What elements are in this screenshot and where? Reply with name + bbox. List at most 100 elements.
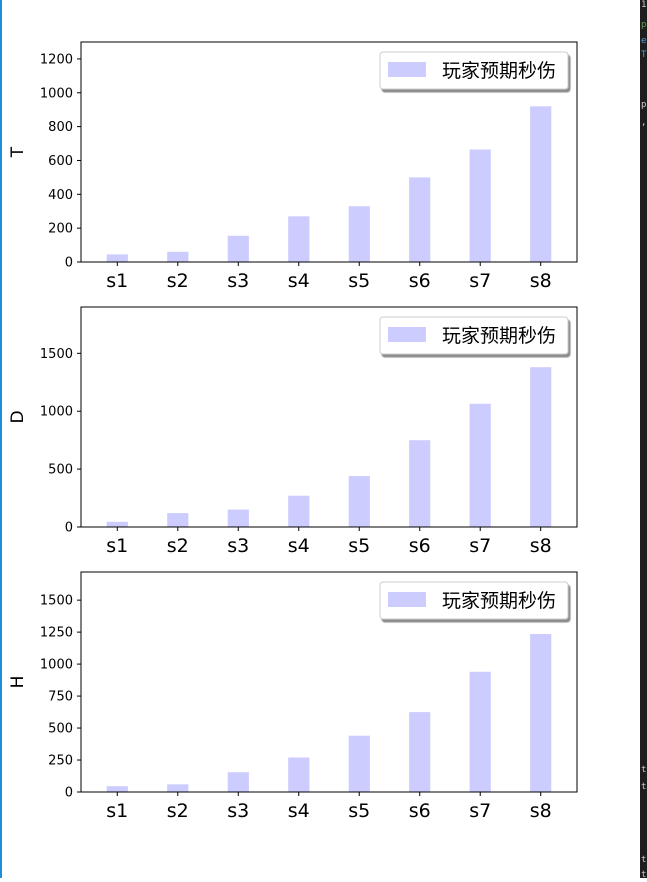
x-tick-label: s8	[530, 535, 552, 557]
editor-text-fragment: p	[641, 100, 647, 110]
editor-text-fragment: t	[641, 855, 647, 865]
editor-text-fragment: e	[641, 36, 647, 46]
x-tick-label: s2	[167, 535, 189, 557]
x-tick-label: s3	[227, 535, 249, 557]
x-tick-label: s4	[288, 270, 310, 292]
x-tick-label: s5	[348, 800, 370, 822]
y-tick-label: 1000	[40, 86, 73, 101]
bar-s6	[409, 712, 431, 792]
bar-s6	[409, 177, 431, 262]
bar-s7	[469, 149, 491, 262]
legend: 玩家预期秒伤	[379, 581, 569, 620]
x-tick-label: s6	[409, 535, 431, 557]
editor-text-fragment: 1	[641, 0, 647, 10]
legend-box	[379, 581, 569, 620]
bar-s1	[106, 521, 128, 527]
legend-label: 玩家预期秒伤	[442, 590, 556, 612]
legend-swatch	[388, 62, 426, 77]
y-tick-label: 200	[48, 222, 73, 237]
bar-s2	[167, 251, 189, 262]
y-tick-label: 500	[48, 722, 73, 737]
bar-s2	[167, 513, 189, 527]
legend: 玩家预期秒伤	[379, 316, 569, 355]
x-tick-label: s2	[167, 800, 189, 822]
bar-s8	[530, 106, 552, 262]
y-tick-label: 0	[65, 256, 73, 271]
bar-s4	[288, 757, 310, 792]
x-tick-label: s3	[227, 270, 249, 292]
x-tick-label: s1	[106, 800, 128, 822]
y-tick-label: 250	[48, 754, 73, 769]
y-tick-label: 0	[65, 786, 73, 801]
editor-text-fragment: p	[641, 20, 647, 30]
y-tick-label: 1000	[40, 658, 73, 673]
x-tick-label: s5	[348, 535, 370, 557]
x-tick-label: s6	[409, 800, 431, 822]
axes-frame	[80, 41, 578, 263]
x-tick-label: s3	[227, 800, 249, 822]
y-axis-label: D	[8, 410, 28, 423]
legend-swatch	[388, 327, 426, 342]
legend-box	[379, 51, 569, 90]
bar-s3	[227, 235, 249, 262]
bar-s6	[409, 440, 431, 527]
y-tick-label: 1500	[40, 347, 73, 362]
axes-frame	[80, 306, 578, 528]
x-tick-label: s7	[469, 535, 491, 557]
chart-panel-T: 0 200 400 600 800 1000 1200 s1 s2 s3 s4 s5 s6 s7 s8 T 玩家…	[8, 41, 578, 292]
y-tick-label: 400	[48, 188, 73, 203]
x-tick-label: s1	[106, 535, 128, 557]
x-tick-label: s2	[167, 270, 189, 292]
legend-label: 玩家预期秒伤	[442, 60, 556, 82]
x-tick-label: s1	[106, 270, 128, 292]
x-tick-label: s7	[469, 270, 491, 292]
bar-s8	[530, 367, 552, 527]
bar-s8	[530, 634, 552, 792]
y-tick-label: 750	[48, 690, 73, 705]
bar-s4	[288, 216, 310, 262]
y-tick-label: 600	[48, 154, 73, 169]
chart-panel-H: 0 250 500 750 1000 1250 1500 s1 s2 s3 s4 s5 s6 s7 s8 H 玩…	[8, 571, 578, 822]
chart-panel-D: 0 500 1000 1500 s1 s2 s3 s4 s5 s6 s7 s8 D 玩家预期秒伤	[8, 306, 578, 557]
legend-box	[379, 316, 569, 355]
bar-s4	[288, 495, 310, 527]
legend-label: 玩家预期秒伤	[442, 325, 556, 347]
x-tick-label: s8	[530, 800, 552, 822]
bar-s3	[227, 509, 249, 527]
editor-text-fragment: t	[641, 870, 647, 878]
editor-text-fragment: T	[641, 50, 647, 60]
x-tick-label: s7	[469, 800, 491, 822]
bar-s7	[469, 671, 491, 792]
bar-s7	[469, 403, 491, 527]
bar-s5	[348, 476, 370, 527]
y-tick-label: 1500	[40, 594, 73, 609]
legend: 玩家预期秒伤	[379, 51, 569, 90]
window-left-border	[0, 0, 2, 878]
y-tick-label: 0	[65, 521, 73, 536]
y-tick-label: 800	[48, 120, 73, 135]
y-axis-label: H	[8, 676, 28, 689]
editor-text-fragment: t	[641, 782, 647, 792]
axes-frame	[80, 571, 578, 793]
y-axis-label: T	[8, 146, 28, 158]
bar-s5	[348, 735, 370, 792]
editor-text-fragment: ,	[641, 118, 647, 128]
x-tick-label: s4	[288, 535, 310, 557]
x-tick-label: s8	[530, 270, 552, 292]
bar-s1	[106, 786, 128, 792]
y-tick-label: 500	[48, 463, 73, 478]
y-tick-label: 1250	[40, 626, 73, 641]
bar-s3	[227, 772, 249, 792]
legend-swatch	[388, 592, 426, 607]
editor-text-fragment: t	[641, 765, 647, 775]
bar-s2	[167, 784, 189, 792]
x-tick-label: s6	[409, 270, 431, 292]
bar-s1	[106, 254, 128, 262]
x-tick-label: s5	[348, 270, 370, 292]
bar-s5	[348, 206, 370, 262]
y-tick-label: 1200	[40, 52, 73, 67]
x-tick-label: s4	[288, 800, 310, 822]
